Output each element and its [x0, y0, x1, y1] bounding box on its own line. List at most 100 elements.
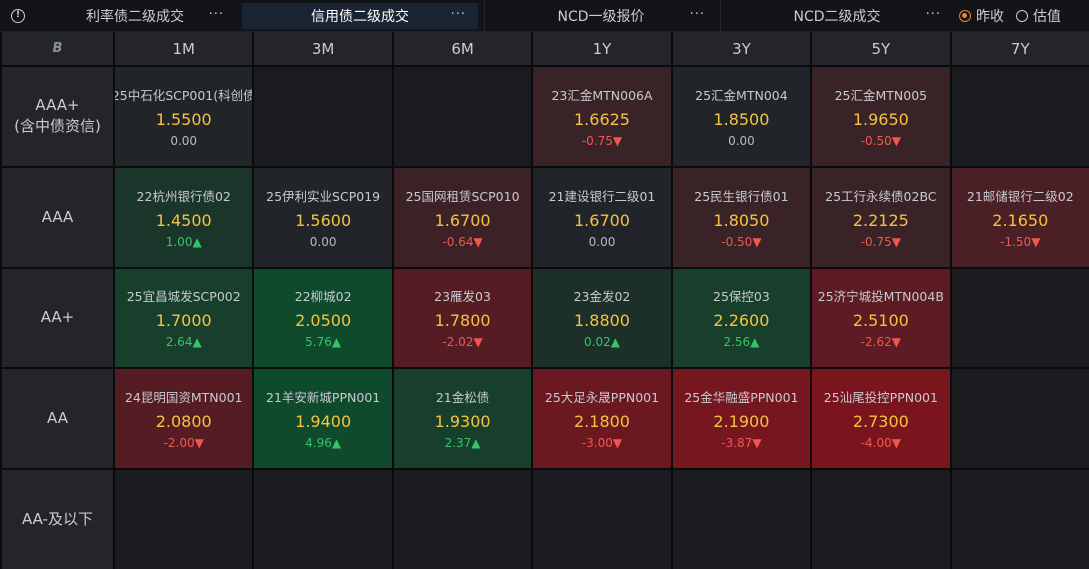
- price-basis-radio-group: 昨收 估值: [959, 0, 1073, 32]
- bond-cell[interactable]: 23汇金MTN006A 1.6625 -0.75▼: [533, 67, 671, 166]
- top-tab-bar: ! 利率债二级成交 ··· 信用债二级成交 ··· NCD一级报价 ··· NC…: [0, 0, 1089, 32]
- bond-yield: 1.8500: [713, 109, 770, 129]
- bond-name: 25金华融盛PPN001: [684, 390, 799, 406]
- credit-bond-matrix: B 1M 3M 6M 1Y 3Y 5Y 7Y AAA+ (含中债资信) 25中石化SCP001(科…: [0, 32, 1089, 569]
- arrow-down-icon: ▼: [891, 335, 901, 350]
- tab-label: 信用债二级成交: [311, 9, 409, 25]
- bond-yield: 1.5500: [155, 109, 212, 129]
- bond-cell[interactable]: 22柳城02 2.0500 5.76▲: [254, 268, 392, 368]
- bond-yield: 1.8800: [574, 311, 630, 331]
- tab-credit-bond-trades[interactable]: 信用债二级成交 ···: [242, 3, 478, 29]
- bond-yield: 1.8050: [713, 210, 770, 230]
- bond-name: 25大足永晟PPN001: [544, 390, 660, 406]
- bond-yield: 2.0500: [295, 311, 352, 331]
- change-value: 1.00: [165, 234, 193, 249]
- row-header-rating: AA+: [2, 268, 113, 368]
- bond-name: 22杭州银行债02: [136, 188, 231, 204]
- bond-cell[interactable]: 25民生银行债01 1.8050 -0.50▼: [672, 167, 811, 267]
- info-icon[interactable]: !: [11, 9, 25, 23]
- row-header-rating: AA: [2, 369, 113, 469]
- tab-label: 利率债二级成交: [86, 9, 184, 25]
- bond-change: -0.50▼: [861, 134, 901, 148]
- arrow-up-icon: ▲: [331, 335, 342, 350]
- bond-name: 23汇金MTN006A: [551, 87, 653, 103]
- more-icon[interactable]: ···: [925, 7, 941, 22]
- empty-cell: [951, 369, 1089, 469]
- change-value: 2.37: [444, 436, 472, 451]
- bond-change: -4.00▼: [861, 436, 901, 450]
- bond-cell[interactable]: 21羊安新城PPN001 1.9400 4.96▲: [254, 369, 392, 469]
- change-value: -2.02: [442, 335, 474, 350]
- arrow-down-icon: ▼: [612, 436, 623, 451]
- arrow-down-icon: ▼: [1031, 234, 1041, 249]
- bond-cell[interactable]: 23雁发03 1.7800 -2.02▼: [393, 268, 532, 368]
- column-header-1m: 1M: [115, 32, 253, 65]
- bond-cell[interactable]: 25金华融盛PPN001 2.1900 -3.87▼: [672, 369, 811, 469]
- bond-cell[interactable]: 25保控03 2.2600 2.56▲: [672, 268, 811, 368]
- column-header-3y: 3Y: [672, 32, 811, 65]
- arrow-down-icon: ▼: [752, 234, 762, 249]
- bond-cell[interactable]: 25工行永续债02BC 2.2125 -0.75▼: [812, 167, 950, 267]
- bond-name: 25伊利实业SCP019: [266, 188, 381, 204]
- bond-yield: 2.2125: [852, 210, 909, 230]
- bond-cell[interactable]: 24昆明国资MTN001 2.0800 -2.00▼: [115, 369, 253, 469]
- bond-yield: 1.4500: [155, 210, 212, 230]
- tab-divider: [484, 0, 485, 32]
- arrow-down-icon: ▼: [891, 234, 901, 249]
- bond-yield: 1.9650: [852, 109, 909, 129]
- bond-name: 23金发02: [573, 289, 631, 305]
- bond-cell[interactable]: 25汇金MTN004 1.8500 0.00: [672, 67, 811, 166]
- column-header-6m: 6M: [393, 32, 532, 65]
- bond-change: -2.00▼: [164, 436, 204, 450]
- change-value: 0.00: [309, 234, 337, 249]
- empty-cell: [393, 470, 532, 569]
- empty-cell: [393, 67, 532, 166]
- radio-valuation[interactable]: 估值: [1016, 6, 1061, 26]
- bond-name: 25保控03: [713, 289, 770, 305]
- bond-cell[interactable]: 23金发02 1.8800 0.02▲: [533, 268, 671, 368]
- bond-change: -2.62▼: [861, 335, 901, 349]
- change-value: 0.02: [584, 335, 611, 350]
- bond-yield: 2.1800: [574, 412, 630, 432]
- bond-name: 25汕尾投控PPN001: [823, 390, 938, 406]
- bond-yield: 1.9400: [295, 412, 352, 432]
- bond-cell[interactable]: 25伊利实业SCP019 1.5600 0.00: [254, 167, 392, 267]
- more-icon[interactable]: ···: [450, 7, 466, 22]
- empty-cell: [951, 470, 1089, 569]
- more-icon[interactable]: ···: [208, 7, 224, 22]
- row-header-rating: AAA+ (含中债资信): [2, 67, 113, 166]
- bond-cell[interactable]: 22杭州银行债02 1.4500 1.00▲: [115, 167, 253, 267]
- arrow-up-icon: ▲: [192, 335, 202, 350]
- change-value: -1.50: [1000, 234, 1032, 249]
- rating-label: AA+: [40, 308, 75, 327]
- bond-yield: 2.5100: [852, 311, 909, 331]
- radio-unchecked-icon: [1016, 10, 1028, 22]
- arrow-up-icon: ▲: [471, 436, 481, 451]
- bond-cell[interactable]: 25济宁城投MTN004B 2.5100 -2.62▼: [812, 268, 950, 368]
- change-value: -3.87: [721, 436, 753, 451]
- bond-cell[interactable]: 25中石化SCP001(科创债 1.5500 0.00: [115, 67, 253, 166]
- arrow-down-icon: ▼: [612, 133, 623, 148]
- bond-change: 0.00: [589, 235, 616, 249]
- tab-rate-bond-trades[interactable]: 利率债二级成交 ···: [34, 3, 236, 29]
- bond-change: -3.00▼: [582, 436, 622, 450]
- bond-cell[interactable]: 25宜昌城发SCP002 1.7000 2.64▲: [115, 268, 253, 368]
- bond-cell[interactable]: 21邮储银行二级02 2.1650 -1.50▼: [951, 167, 1089, 267]
- change-value: -2.00: [163, 436, 195, 451]
- arrow-up-icon: ▲: [192, 234, 202, 249]
- empty-cell: [951, 268, 1089, 368]
- bond-change: 2.37▲: [445, 436, 481, 450]
- tab-ncd-secondary-trades[interactable]: NCD二级成交 ···: [721, 3, 953, 29]
- bond-cell[interactable]: 21金松债 1.9300 2.37▲: [393, 369, 532, 469]
- bond-cell[interactable]: 25大足永晟PPN001 2.1800 -3.00▼: [533, 369, 671, 469]
- bond-cell[interactable]: 25汕尾投控PPN001 2.7300 -4.00▼: [812, 369, 950, 469]
- more-icon[interactable]: ···: [689, 7, 705, 22]
- bond-cell[interactable]: 25国网租赁SCP010 1.6700 -0.64▼: [393, 167, 532, 267]
- bond-cell[interactable]: 21建设银行二级01 1.6700 0.00: [533, 167, 671, 267]
- tab-ncd-primary-quotes[interactable]: NCD一级报价 ···: [485, 3, 717, 29]
- rating-label: AAA+: [35, 96, 80, 115]
- bond-change: 0.00: [170, 134, 197, 148]
- bond-cell[interactable]: 25汇金MTN005 1.9650 -0.50▼: [812, 67, 950, 166]
- bond-name: 21金松债: [435, 390, 490, 406]
- radio-prev-close[interactable]: 昨收: [959, 6, 1004, 26]
